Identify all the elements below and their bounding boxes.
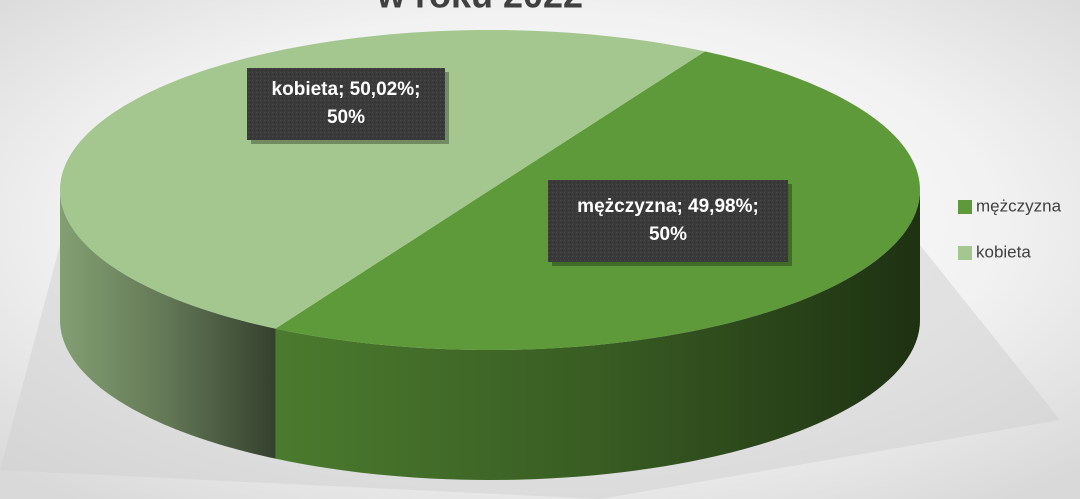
data-labels: mężczyzna; 49,98%; 50% kobieta; 50,02%; 50% xyxy=(247,68,792,266)
legend-label: mężczyzna xyxy=(976,196,1062,215)
pie xyxy=(60,30,920,480)
data-label: kobieta; 50,02%; xyxy=(272,79,421,100)
label-box xyxy=(548,180,788,262)
data-label: mężczyzna; 49,98%; xyxy=(577,196,759,217)
data-label: 50% xyxy=(649,224,687,245)
label-box xyxy=(247,68,445,140)
slice xyxy=(60,30,706,329)
chart-title: w roku 2022 xyxy=(376,0,583,16)
data-label: 50% xyxy=(327,107,365,128)
legend: mężczyzna kobieta xyxy=(958,196,1062,261)
side-shade xyxy=(275,190,920,480)
side-shade xyxy=(60,190,276,459)
legend-label: kobieta xyxy=(976,242,1031,261)
legend-swatch xyxy=(958,246,972,260)
legend-swatch xyxy=(958,200,972,214)
